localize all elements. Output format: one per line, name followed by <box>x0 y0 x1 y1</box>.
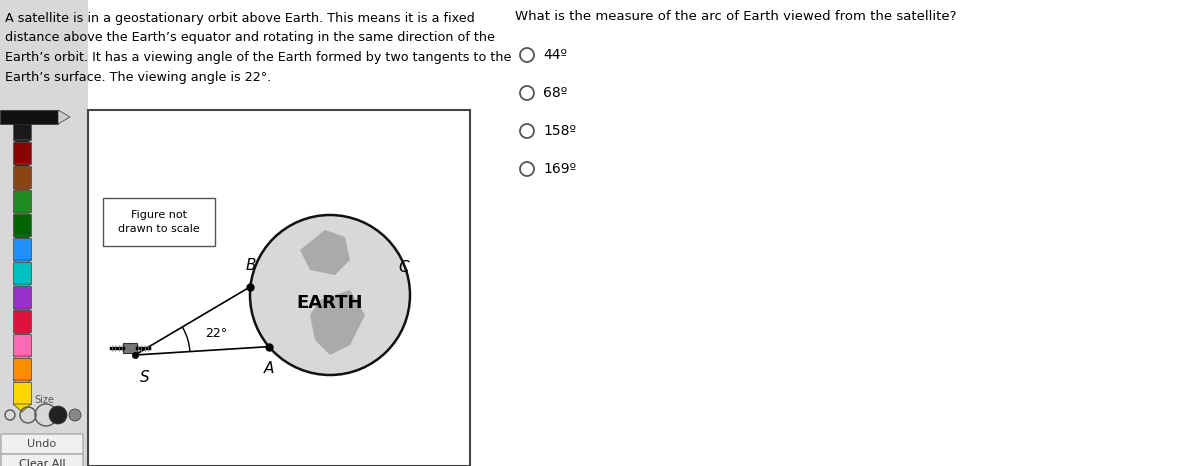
Text: A: A <box>264 361 274 376</box>
Polygon shape <box>13 308 31 316</box>
Text: 68º: 68º <box>542 86 568 100</box>
Circle shape <box>250 215 410 375</box>
Text: 44º: 44º <box>542 48 568 62</box>
Circle shape <box>49 406 67 424</box>
Text: What is the measure of the arc of Earth viewed from the satellite?: What is the measure of the arc of Earth … <box>515 10 956 23</box>
Polygon shape <box>300 230 350 275</box>
Polygon shape <box>13 356 31 364</box>
Bar <box>13 214 31 236</box>
Polygon shape <box>13 404 31 412</box>
Bar <box>13 358 31 380</box>
Bar <box>13 142 31 164</box>
Polygon shape <box>310 290 365 355</box>
Polygon shape <box>13 164 31 172</box>
Polygon shape <box>13 332 31 340</box>
Text: Size: Size <box>34 395 54 405</box>
Bar <box>13 118 31 140</box>
Polygon shape <box>13 188 31 196</box>
Text: A satellite is in a geostationary orbit above Earth. This means it is a fixed
di: A satellite is in a geostationary orbit … <box>5 12 511 83</box>
Bar <box>13 382 31 404</box>
Bar <box>13 166 31 188</box>
Polygon shape <box>13 380 31 388</box>
Polygon shape <box>13 236 31 244</box>
Bar <box>13 190 31 212</box>
Text: Undo: Undo <box>28 439 56 449</box>
Polygon shape <box>13 140 31 148</box>
Text: Figure not
drawn to scale: Figure not drawn to scale <box>118 210 200 234</box>
Bar <box>88 110 470 466</box>
Text: Clear All: Clear All <box>19 459 65 466</box>
Text: 22°: 22° <box>205 327 227 340</box>
Bar <box>13 286 31 308</box>
Polygon shape <box>13 260 31 268</box>
Bar <box>0 110 58 124</box>
Polygon shape <box>13 284 31 292</box>
Bar <box>13 262 31 284</box>
Text: C: C <box>398 260 409 274</box>
Text: 169º: 169º <box>542 162 576 176</box>
Circle shape <box>70 409 82 421</box>
Bar <box>13 238 31 260</box>
Text: B: B <box>245 258 256 273</box>
FancyBboxPatch shape <box>1 434 83 454</box>
Text: 158º: 158º <box>542 124 576 138</box>
Text: EARTH: EARTH <box>296 294 364 312</box>
Bar <box>13 310 31 332</box>
FancyBboxPatch shape <box>103 198 215 246</box>
Bar <box>0 0 88 466</box>
Text: S: S <box>140 370 150 385</box>
Polygon shape <box>13 212 31 220</box>
Bar <box>124 343 137 353</box>
Polygon shape <box>58 110 70 124</box>
FancyBboxPatch shape <box>1 454 83 466</box>
Bar <box>13 334 31 356</box>
